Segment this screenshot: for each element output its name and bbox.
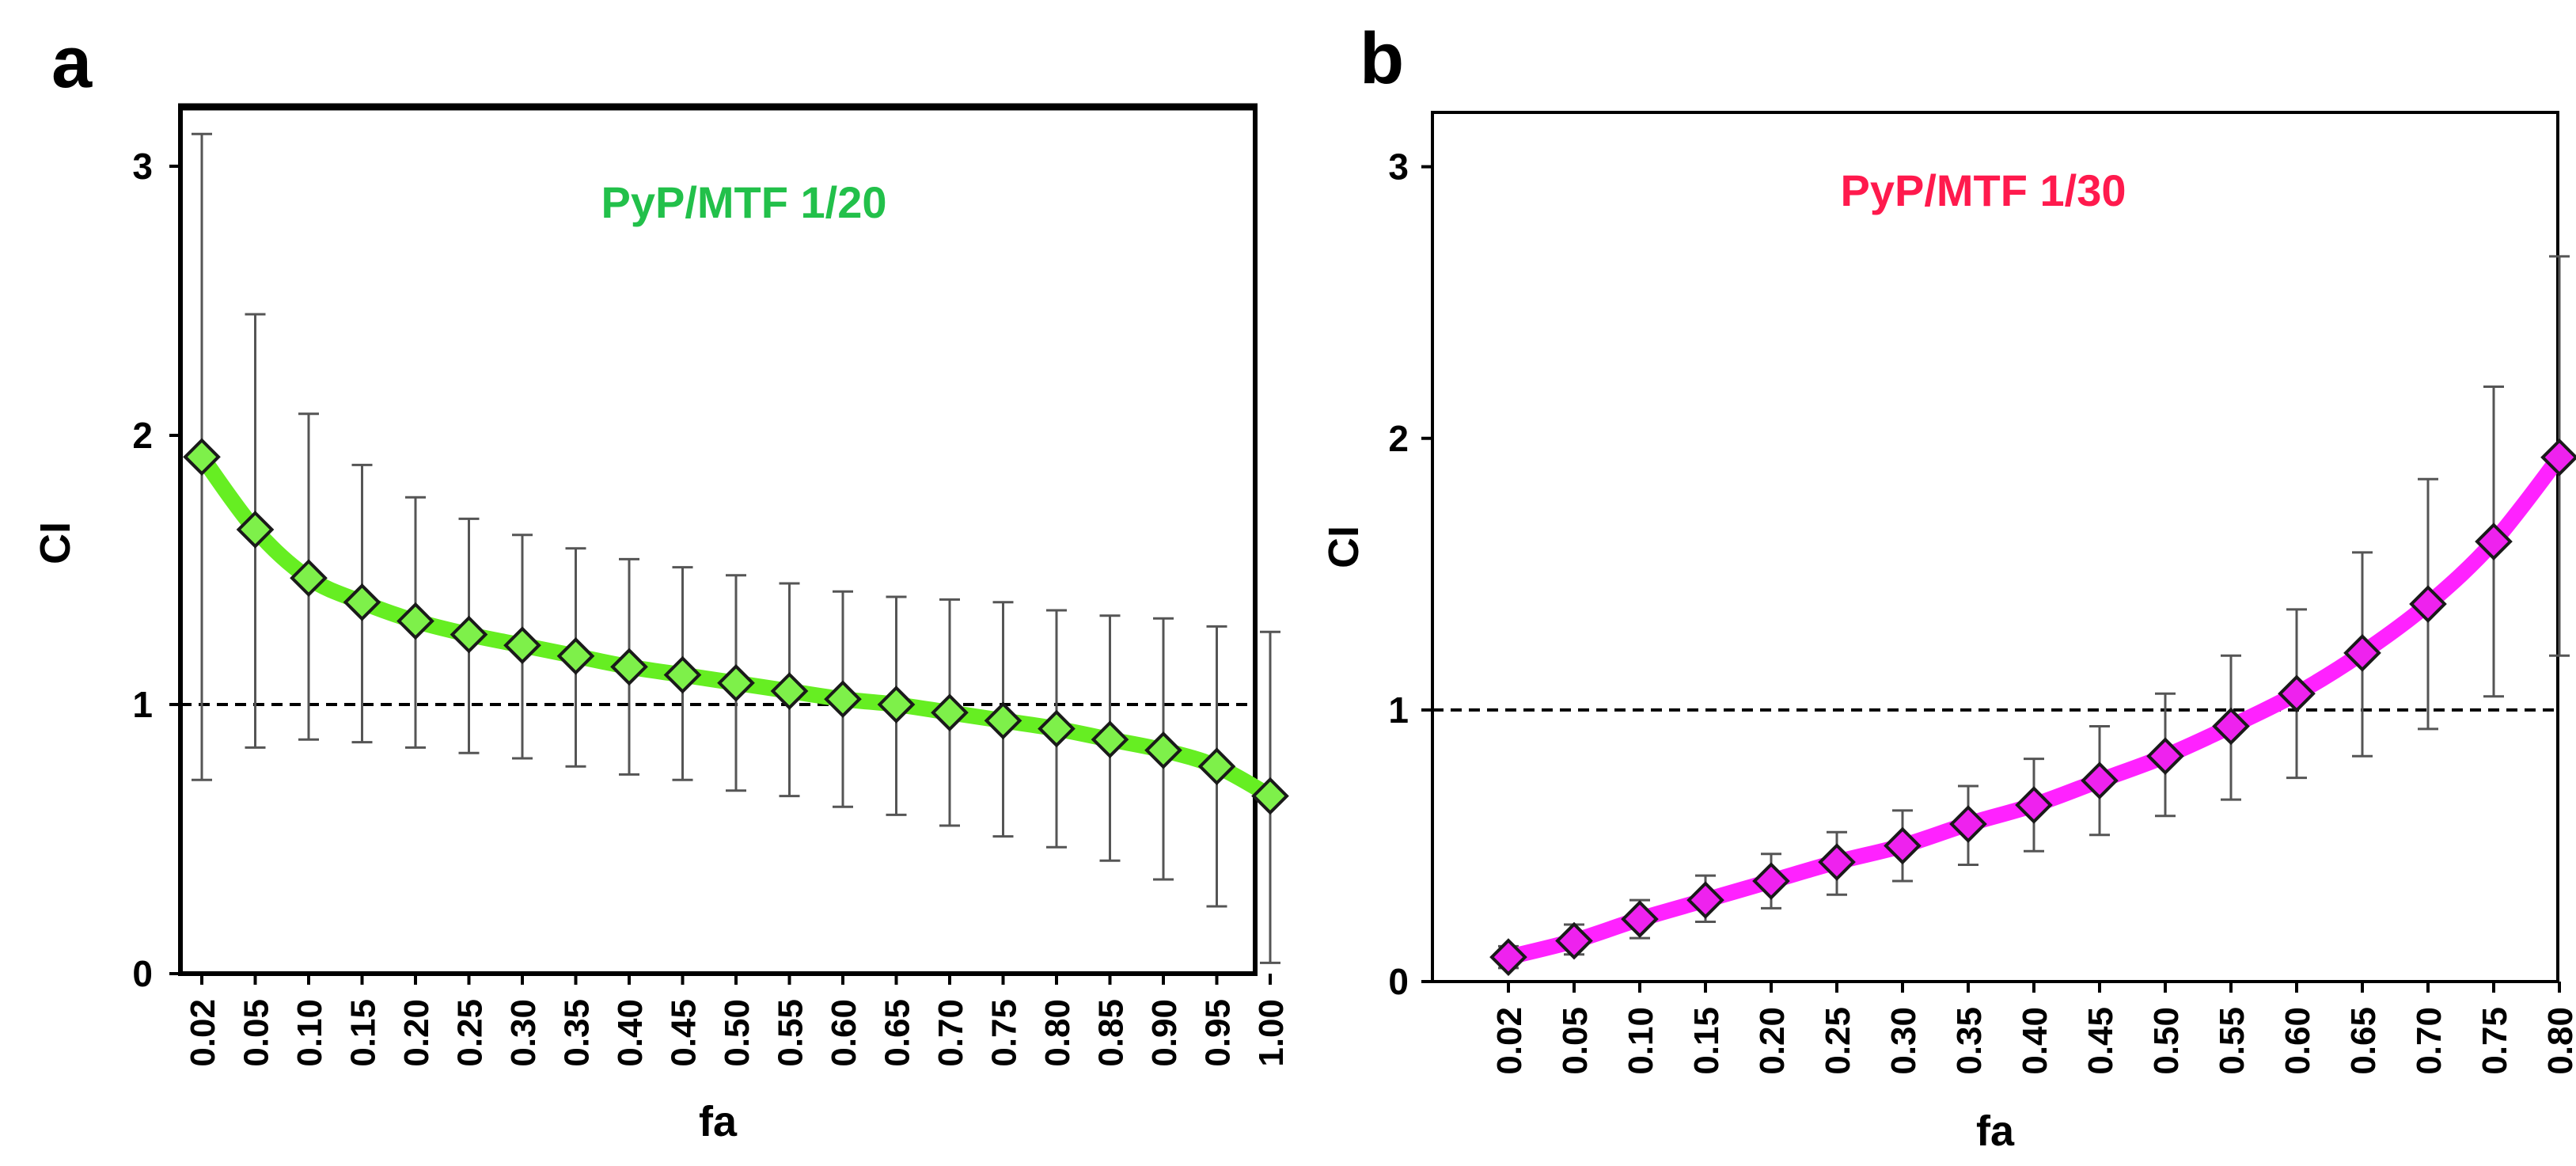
data-point	[877, 686, 916, 724]
data-point	[1555, 921, 1593, 960]
x-tick-label: 0.20	[397, 999, 436, 1067]
data-point	[1949, 805, 1987, 843]
x-tick-label: 0.45	[2081, 1007, 2120, 1075]
x-tick-label: 0.65	[878, 999, 917, 1067]
data-point	[2475, 522, 2513, 560]
y-axis-label: CI	[1320, 526, 1368, 568]
data-point	[1621, 900, 1659, 938]
x-tick-label: 0.15	[1687, 1007, 1726, 1075]
x-tick-label: 0.30	[1884, 1007, 1923, 1075]
data-point	[1884, 826, 1922, 865]
data-point	[610, 648, 648, 686]
y-tick-label: 0	[132, 953, 153, 994]
data-point	[1091, 720, 1129, 759]
data-point	[1251, 777, 1289, 815]
data-point	[556, 636, 595, 675]
x-tick-label: 0.90	[1145, 999, 1184, 1067]
data-point	[183, 438, 221, 477]
y-tick-label: 1	[1388, 689, 1409, 731]
chart-title: PyP/MTF 1/30	[1840, 165, 2126, 215]
x-tick-label: 0.70	[931, 999, 970, 1067]
x-tick-label: 0.05	[237, 999, 276, 1067]
x-tick-label: 0.80	[1038, 999, 1077, 1067]
x-axis-label: fa	[1976, 1107, 2015, 1155]
x-tick-label: 0.75	[985, 999, 1024, 1067]
panel-label: b	[1360, 18, 1404, 99]
data-point	[450, 615, 488, 654]
data-point	[236, 511, 275, 549]
data-point	[2212, 707, 2250, 746]
data-point	[2146, 737, 2184, 776]
y-axis-label: CI	[32, 522, 79, 564]
x-tick-label: 0.15	[344, 999, 383, 1067]
x-tick-label: 0.65	[2344, 1007, 2383, 1075]
data-point	[290, 559, 328, 598]
chart-panel-b: b 0 1 2 3 CI 0.02 0.05 0.10 0.15 0.20 0.25 0.30 0.35 0…	[1320, 18, 2576, 1155]
x-tick-label: 0.55	[772, 999, 810, 1067]
x-tick-label: 0.50	[718, 999, 757, 1067]
data-point	[2081, 762, 2119, 799]
x-tick-label: 0.05	[1556, 1007, 1595, 1075]
x-tick-label: 0.40	[611, 999, 650, 1067]
plot-frame	[178, 104, 1258, 976]
y-tick-label: 0	[1388, 961, 1409, 1002]
x-tick-label: 0.45	[665, 999, 704, 1067]
data-point	[1752, 862, 1790, 900]
data-point	[2278, 674, 2316, 713]
x-tick-label: 1.00	[1252, 999, 1291, 1067]
y-tick-label: 2	[132, 415, 153, 456]
panel-label: a	[51, 22, 93, 103]
x-tick-label: 0.95	[1199, 999, 1238, 1067]
data-point	[770, 672, 809, 710]
plot-frame	[1431, 111, 2559, 983]
x-tick-label: 0.10	[1622, 1007, 1660, 1075]
x-tick-label: 0.30	[504, 999, 543, 1067]
data-point	[396, 602, 434, 640]
x-tick-label: 0.10	[290, 999, 329, 1067]
chart-title: PyP/MTF 1/20	[601, 177, 886, 227]
x-tick-label: 0.02	[1490, 1007, 1529, 1075]
data-point	[984, 701, 1022, 740]
x-axis-label: fa	[699, 1098, 738, 1145]
x-tick-label: 0.80	[2541, 1007, 2576, 1075]
x-tick-label: 0.25	[1819, 1007, 1857, 1075]
x-tick-label: 0.75	[2475, 1007, 2514, 1075]
data-point	[1144, 731, 1182, 769]
chart-panel-a: a 0 1 2 3 CI 0.02 0.05 0.10 0.15 0.20 0.25 0.30 0.35 0…	[32, 22, 1291, 1145]
data-point	[824, 680, 862, 719]
y-tick-label: 1	[132, 684, 153, 725]
x-tick-label: 0.02	[184, 999, 222, 1067]
data-point	[343, 583, 381, 621]
data-point	[663, 655, 702, 694]
data-point	[2409, 585, 2447, 623]
x-tick-label: 0.20	[1753, 1007, 1792, 1075]
y-tick-label: 3	[1388, 146, 1409, 188]
x-tick-label: 0.35	[1950, 1007, 1989, 1075]
x-tick-label: 0.60	[2278, 1007, 2317, 1075]
data-point	[1197, 747, 1236, 786]
data-point	[2343, 633, 2381, 672]
y-tick-label: 3	[132, 146, 153, 187]
x-tick-label: 0.60	[825, 999, 863, 1067]
y-tick-label: 2	[1388, 418, 1409, 459]
data-point	[1038, 709, 1076, 748]
data-point	[2015, 786, 2053, 824]
data-point	[1818, 843, 1856, 881]
x-tick-label: 0.50	[2147, 1007, 2186, 1075]
data-point	[1686, 881, 1724, 919]
x-tick-label: 0.40	[2016, 1007, 2054, 1075]
data-point	[717, 663, 755, 702]
series-line	[1500, 449, 2567, 966]
x-tick-label: 0.55	[2213, 1007, 2252, 1075]
x-tick-label: 0.85	[1092, 999, 1131, 1067]
data-point	[503, 626, 541, 665]
data-point	[1489, 938, 1527, 976]
data-point	[2540, 438, 2576, 477]
x-tick-label: 0.35	[558, 999, 597, 1067]
x-tick-label: 0.70	[2410, 1007, 2449, 1075]
data-point	[931, 693, 969, 732]
x-tick-label: 0.25	[451, 999, 490, 1067]
